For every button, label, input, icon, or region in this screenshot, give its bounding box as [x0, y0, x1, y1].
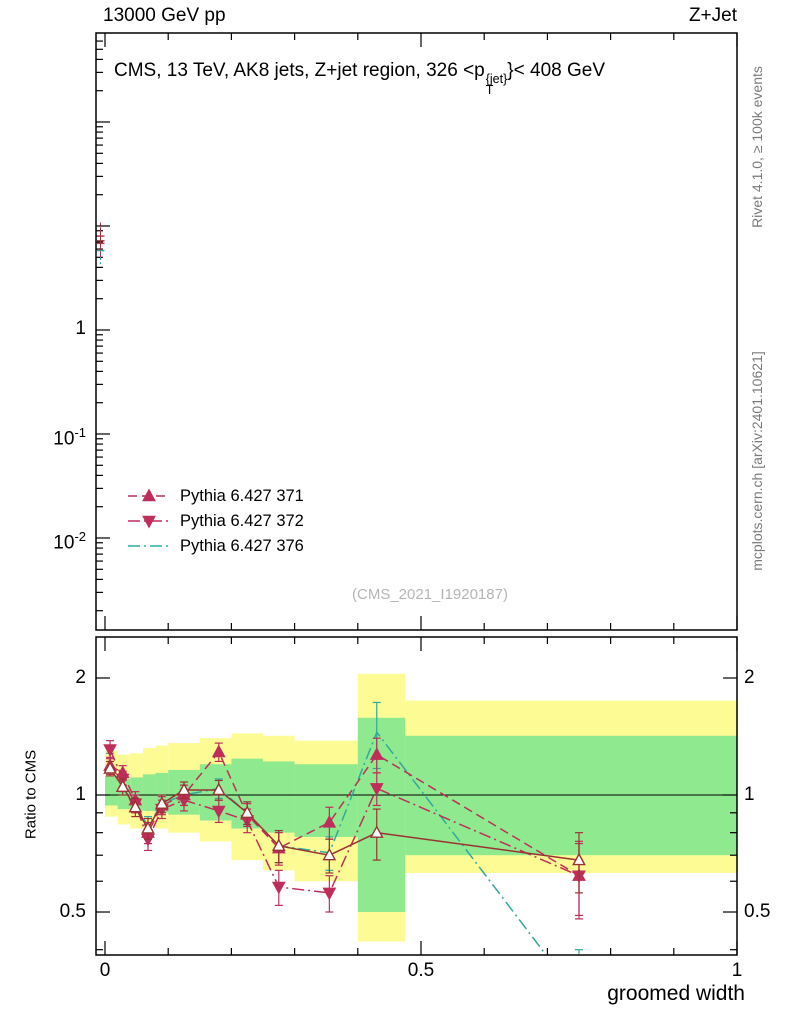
- title-text-after: }< 408 GeV: [507, 60, 606, 81]
- ratio-y-axis-title: Ratio to CMS: [22, 749, 40, 840]
- ratio-y-tick-label-right: 0.5: [744, 901, 771, 922]
- ratio-y-tick-label-left: 1: [75, 784, 86, 805]
- main-y-tick-label: 10-1: [53, 425, 86, 450]
- analysis-group-label: Z+Jet: [688, 5, 737, 26]
- plot-title: CMS, 13 TeV, AK8 jets, Z+jet region, 326…: [114, 60, 605, 96]
- legend-label: Pythia 6.427 371: [180, 486, 304, 505]
- title-superscript: {jet}: [485, 72, 508, 86]
- mcplots-credit-label: mcplots.cern.ch [arXiv:2401.10621]: [749, 351, 765, 571]
- main-y-tick-label: 1: [75, 318, 86, 339]
- title-text-before: CMS, 13 TeV, AK8 jets, Z+jet region, 326…: [114, 60, 485, 81]
- legend-line-sample: [128, 488, 170, 502]
- ratio-series-3: [103, 760, 586, 894]
- title-subscript: T: [485, 83, 494, 97]
- legend-label: Pythia 6.427 372: [180, 511, 304, 530]
- beam-energy-label: 13000 GeV pp: [103, 5, 226, 26]
- rivet-version-label: Rivet 4.1.0, ≥ 100k events: [749, 66, 765, 228]
- legend-item: Pythia 6.427 372: [126, 511, 304, 531]
- legend-item: Pythia 6.427 376: [126, 536, 304, 556]
- ratio-y-tick-label-right: 1: [744, 784, 755, 805]
- ratio-y-tick-label-right: 2: [744, 666, 755, 688]
- x-tick-label: 0: [99, 960, 111, 981]
- legend: Pythia 6.427 371 Pythia 6.427 372 Pythia 6…: [126, 486, 304, 556]
- ratio-y-tick-label-left: 2: [75, 666, 86, 688]
- watermark: (CMS_2021_I1920187): [352, 586, 508, 603]
- x-tick-label: 1: [731, 960, 743, 981]
- title-pt-supsub: {jet} T: [485, 72, 508, 97]
- x-tick-label: 0.5: [407, 960, 435, 981]
- ratio-y-tick-label-left: 0.5: [59, 901, 86, 922]
- x-axis-title: groomed width: [607, 982, 745, 1005]
- main-y-tick-label: 10-2: [53, 529, 86, 554]
- legend-item: Pythia 6.427 371: [126, 486, 304, 506]
- legend-line-sample: [128, 545, 170, 547]
- legend-line-sample: [128, 515, 170, 529]
- legend-label: Pythia 6.427 376: [180, 536, 304, 555]
